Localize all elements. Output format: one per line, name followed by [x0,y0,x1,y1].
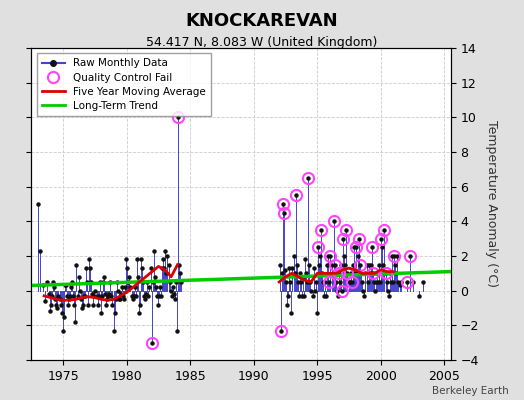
Legend: Raw Monthly Data, Quality Control Fail, Five Year Moving Average, Long-Term Tren: Raw Monthly Data, Quality Control Fail, … [37,53,211,116]
Text: 54.417 N, 8.083 W (United Kingdom): 54.417 N, 8.083 W (United Kingdom) [146,36,378,49]
Y-axis label: Temperature Anomaly (°C): Temperature Anomaly (°C) [485,120,498,288]
Text: KNOCKAREVAN: KNOCKAREVAN [185,12,339,30]
Text: Berkeley Earth: Berkeley Earth [432,386,508,396]
